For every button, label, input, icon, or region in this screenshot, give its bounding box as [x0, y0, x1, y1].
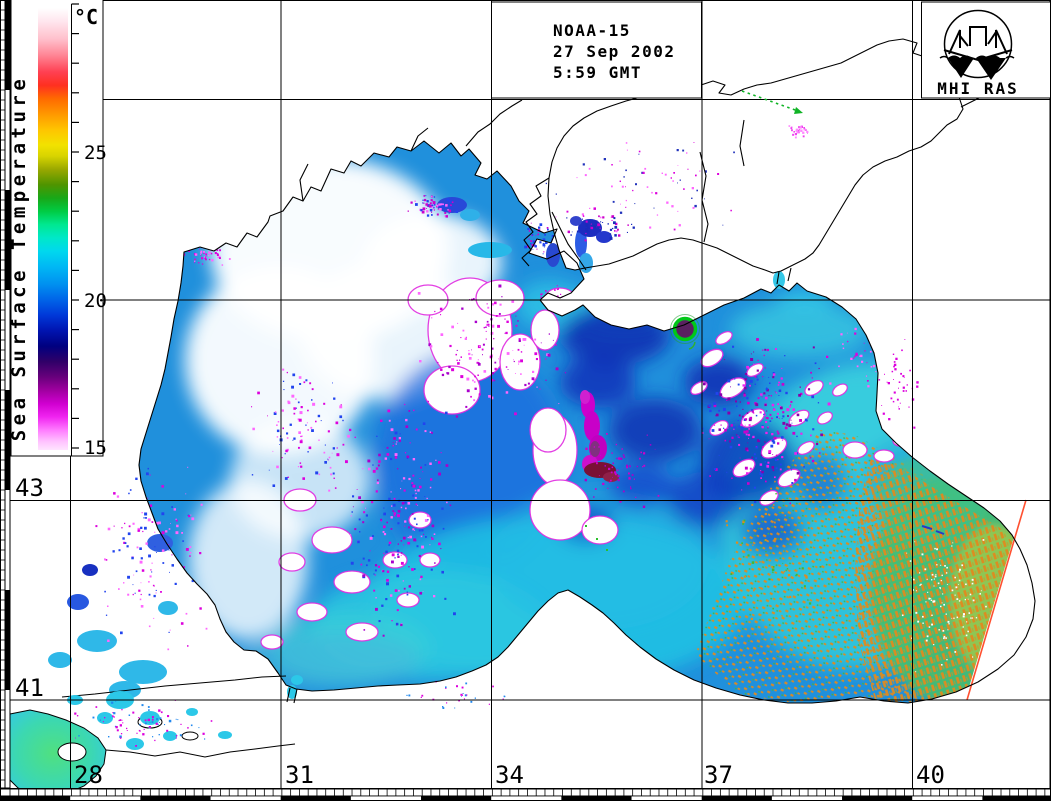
marmara-peninsula: [57, 742, 87, 762]
mhi-ras-logo: MHI RAS: [921, 1, 1051, 99]
land-speckles: [74, 125, 919, 747]
logo-caption: MHI RAS: [937, 79, 1018, 98]
eddy-ring-feature: [670, 314, 700, 350]
river-line: [739, 119, 745, 167]
kerch-strait: [776, 267, 792, 285]
lon-label-37: 37: [704, 761, 733, 789]
cold-filament: [580, 390, 619, 482]
legend-ticks: [71, 3, 79, 449]
legend-title: Sea Surface Temperature: [8, 75, 30, 442]
legend-tick-25: 25: [84, 142, 107, 164]
hatch-blue-marks: [921, 525, 945, 535]
legend-unit: °C: [74, 5, 98, 29]
molochna-liman: [699, 151, 709, 243]
lon-label-40: 40: [916, 761, 945, 789]
nw-limans: [299, 127, 429, 202]
info-box: [491, 1, 702, 99]
lon-label-31: 31: [285, 761, 314, 789]
lat-label-41: 41: [15, 674, 44, 702]
lon-label-28: 28: [74, 761, 103, 789]
graticule-labels: 28 31 34 37 40 43 41: [15, 474, 945, 789]
arabat-spit: [551, 211, 587, 271]
marmara-south-coast: [105, 743, 296, 758]
legend-tick-15: 15: [84, 437, 107, 459]
legend-colorbar: °C 25 20 15 Sea Surface Temperature: [8, 0, 107, 459]
legend-tick-20: 20: [84, 290, 107, 312]
legend-gradient-bar: [38, 8, 68, 450]
acquisition-date: 27 Sep 2002: [553, 42, 675, 61]
sivash-lagoon: [521, 177, 550, 267]
marmara-region: [9, 525, 608, 797]
thrace-north-coast: [61, 675, 287, 698]
swath-edge-line: [966, 499, 1027, 701]
acquisition-info-box: NOAA-15 27 Sep 2002 5:59 GMT: [491, 1, 702, 99]
bosphorus: [286, 687, 298, 704]
dnieper-river: [465, 99, 523, 147]
lon-label-34: 34: [495, 761, 524, 789]
azov-track-arrow: [741, 90, 803, 114]
thrace-lake-2: [181, 731, 199, 741]
azov-patches: [48, 197, 785, 699]
acquisition-time: 5:59 GMT: [553, 63, 642, 82]
lat-label-43: 43: [15, 474, 44, 502]
no-data-wedge: [935, 490, 1051, 801]
logo-waves-icon: [948, 55, 1006, 80]
satellite-name: NOAA-15: [553, 21, 631, 40]
